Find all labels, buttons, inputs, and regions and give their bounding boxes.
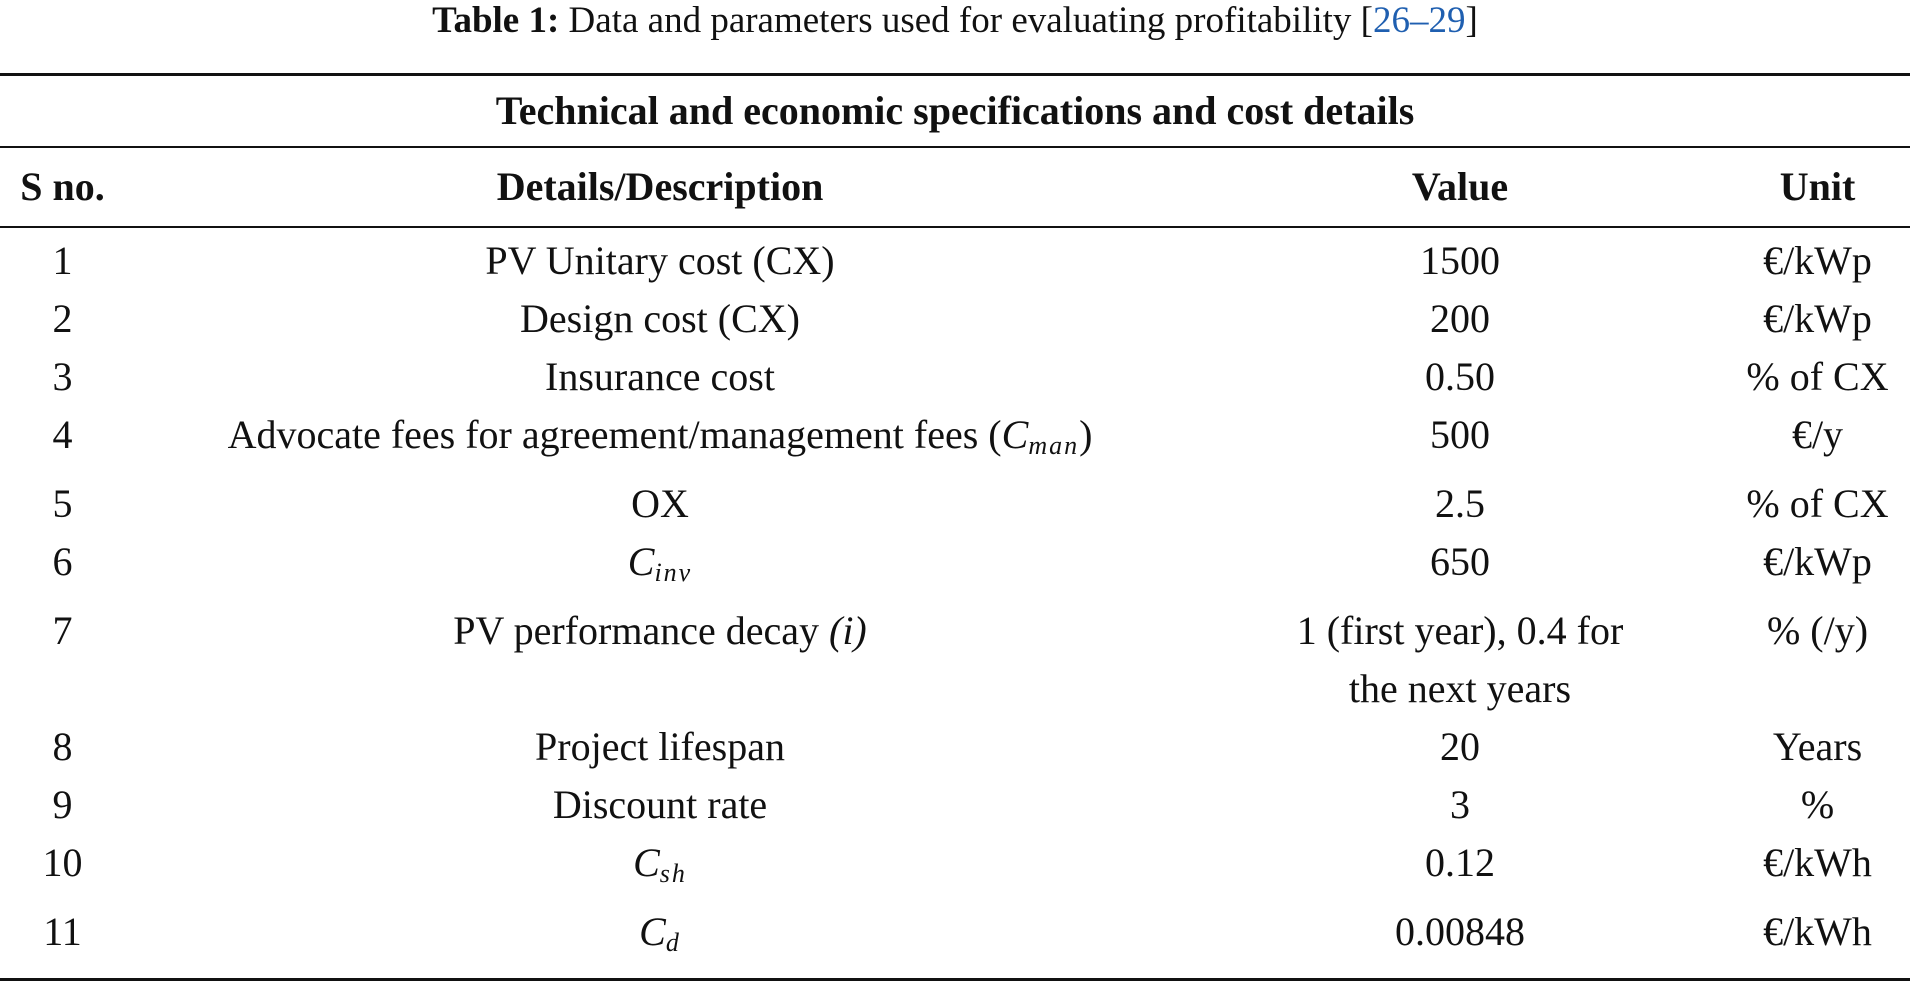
math-base: C <box>639 909 666 954</box>
cell-unit: €/kWp <box>1763 296 1872 341</box>
cell-unit: €/kWp <box>1763 238 1872 283</box>
cell-description: Insurance cost <box>545 354 775 399</box>
cell-value: 0.50 <box>1425 354 1495 399</box>
table-group-rule <box>0 146 1910 148</box>
math-symbol: Cinv <box>627 539 693 587</box>
citation-link-29[interactable]: 29 <box>1428 0 1466 41</box>
cell-sno: 5 <box>52 481 73 526</box>
math-subscript: d <box>665 928 681 957</box>
cell-value: 0.12 <box>1425 840 1495 885</box>
cell-sno: 4 <box>52 412 73 457</box>
cell-description: Discount rate <box>552 782 768 827</box>
citation-link-26[interactable]: 26 <box>1373 0 1410 41</box>
cell-unit: €/kWh <box>1763 840 1872 885</box>
cell-description: PV Unitary cost (CX) <box>485 238 835 283</box>
caption-label: Table 1: <box>432 0 560 41</box>
cell-description: Design cost (CX) <box>520 296 800 341</box>
table-body: 1 PV Unitary cost (CX) 1500 €/kWp 2 Design co… <box>0 228 1910 978</box>
cell-description: OX <box>631 481 689 526</box>
cell-description: Project lifespan <box>535 724 785 769</box>
cell-unit: €/kWp <box>1763 539 1872 584</box>
table-row: 8 Project lifespan 20 Years <box>0 718 1910 776</box>
table-top-rule <box>0 73 1910 76</box>
cell-sno: 3 <box>52 354 73 399</box>
table-row: 4 Advocate fees for agreement/management … <box>0 406 1910 475</box>
cell-unit: €/y <box>1791 412 1844 457</box>
cell-unit: % of CX <box>1746 481 1889 526</box>
cell-sno: 6 <box>52 539 73 584</box>
description-text: PV performance decay <box>453 608 829 653</box>
cell-value: 2.5 <box>1435 481 1485 526</box>
table-header-row: S no. Details/Description Value Unit <box>0 148 1910 226</box>
cell-description: Cd <box>125 903 1195 972</box>
cell-sno: 8 <box>52 724 73 769</box>
description-text-end: ) <box>1079 412 1093 457</box>
table-row: 3 Insurance cost 0.50 % of CX <box>0 348 1910 406</box>
cell-description: Advocate fees for agreement/management f… <box>125 406 1195 475</box>
math-subscript: inv <box>654 558 693 587</box>
cell-sno: 10 <box>42 840 83 885</box>
cell-description: PV performance decay (i) <box>125 602 1195 660</box>
cell-value: 500 <box>1430 412 1490 457</box>
cell-value: 3 <box>1450 782 1470 827</box>
table-header-rule <box>0 226 1910 228</box>
cell-value: 1 (first year), 0.4 for the next years <box>1296 608 1624 711</box>
caption-ref-close: ] <box>1465 0 1478 41</box>
cell-sno: 9 <box>52 782 73 827</box>
cell-value: 650 <box>1430 539 1490 584</box>
table-row: 7 PV performance decay (i) 1 (first year),… <box>0 602 1910 718</box>
table-row: 5 OX 2.5 % of CX <box>0 475 1910 533</box>
math-subscript: man <box>1028 431 1080 460</box>
header-value: Value <box>1411 164 1509 209</box>
table-group-title: Technical and economic specifications an… <box>495 88 1415 133</box>
math-base: C <box>1001 412 1029 457</box>
math-subscript: sh <box>659 859 687 888</box>
caption-ref-open: [ <box>1360 0 1373 41</box>
header-sno: S no. <box>20 164 105 209</box>
data-table: Technical and economic specifications an… <box>0 73 1910 981</box>
table-row: 9 Discount rate 3% <box>0 776 1910 834</box>
cell-value: 20 <box>1440 724 1480 769</box>
math-symbol: Csh <box>633 840 687 888</box>
description-italic: (i) <box>829 608 867 653</box>
cell-unit: % of CX <box>1746 354 1889 399</box>
table-row: 11 Cd 0.00848 €/kWh <box>0 903 1910 972</box>
math-base: C <box>627 539 655 584</box>
math-symbol: Cd <box>639 909 681 957</box>
cell-description: Cinv <box>125 533 1195 602</box>
cell-sno: 11 <box>43 909 82 954</box>
cell-value: 1500 <box>1420 238 1500 283</box>
cell-unit: €/kWh <box>1763 909 1872 954</box>
cell-sno: 1 <box>52 238 73 283</box>
cell-sno: 7 <box>52 608 73 653</box>
cell-unit: % <box>1800 782 1835 827</box>
header-description: Details/Description <box>496 164 824 209</box>
table-caption: Table 1: Data and parameters used for ev… <box>0 0 1910 42</box>
math-base: C <box>633 840 660 885</box>
table-row: 2 Design cost (CX) 200 €/kWp <box>0 290 1910 348</box>
cell-sno: 2 <box>52 296 73 341</box>
header-unit: Unit <box>1779 164 1856 209</box>
description-text: Advocate fees for agreement/management f… <box>227 412 1002 457</box>
cell-value: 0.00848 <box>1395 909 1525 954</box>
cell-unit: Years <box>1772 724 1863 769</box>
citation-dash: – <box>1410 0 1429 41</box>
math-symbol: Cman <box>1001 412 1080 460</box>
table-row: 10 Csh 0.12 €/kWh <box>0 834 1910 903</box>
cell-value: 200 <box>1430 296 1490 341</box>
table-row: 6 Cinv 650 €/kWp <box>0 533 1910 602</box>
cell-unit: % (/y) <box>1766 608 1869 653</box>
cell-description: Csh <box>125 834 1195 903</box>
table-row: 1 PV Unitary cost (CX) 1500 €/kWp <box>0 232 1910 290</box>
caption-text: Data and parameters used for evaluating … <box>568 0 1352 41</box>
